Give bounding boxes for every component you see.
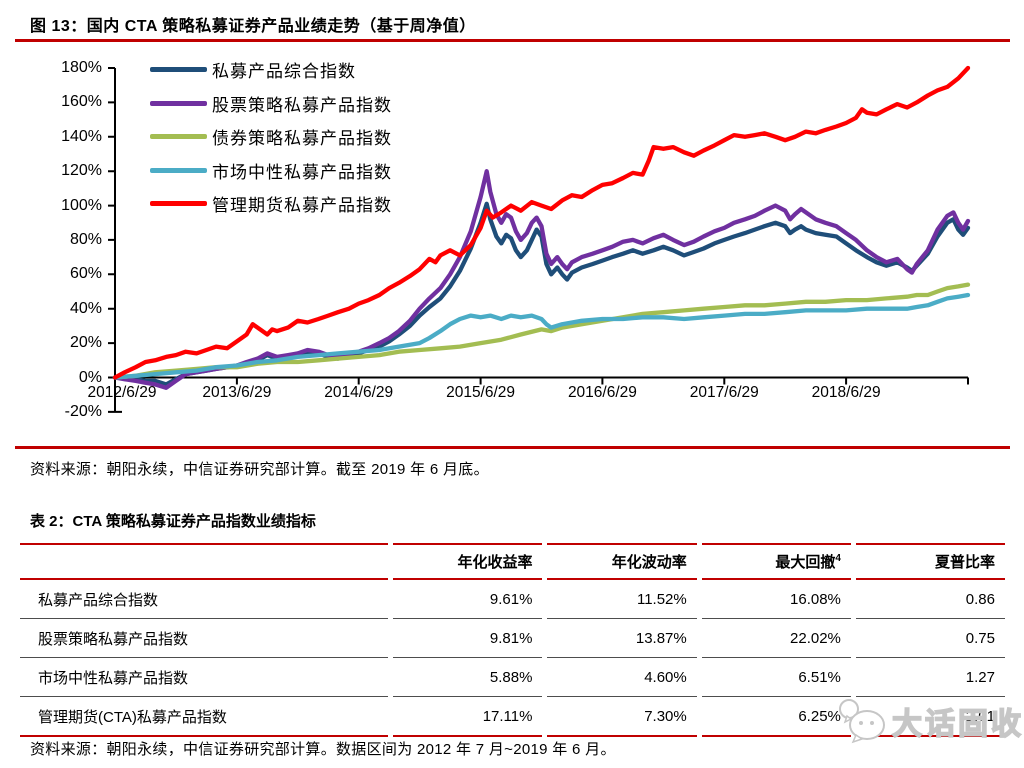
figure-title: 图 13：国内 CTA 策略私募证券产品业绩走势（基于周净值） <box>30 18 476 35</box>
chart-bottom-rule <box>15 446 1010 449</box>
legend-item-managed-futures: 管理期货私募产品指数 <box>150 187 392 221</box>
header-max-drawdown-text: 最大回撤 <box>775 554 836 571</box>
cell-sharpe: 0.75 <box>855 619 1005 658</box>
legend-label: 私募产品综合指数 <box>212 62 356 82</box>
legend-label: 管理期货私募产品指数 <box>212 196 392 216</box>
y-axis-label: -20% <box>64 402 102 420</box>
header-annual-volatility: 年化波动率 <box>547 543 697 580</box>
y-axis-label: 140% <box>61 127 102 145</box>
cell-annual-return: 9.61% <box>393 580 543 619</box>
x-axis-label: 2016/6/29 <box>567 384 637 401</box>
row-label: 股票策略私募产品指数 <box>20 619 389 658</box>
x-axis-label: 2014/6/29 <box>324 384 394 401</box>
legend-item-equity: 股票策略私募产品指数 <box>150 87 392 121</box>
x-axis-label: 2013/6/29 <box>202 384 272 401</box>
header-empty <box>20 543 389 580</box>
table-header-row: 年化收益率 年化波动率 最大回撤4 夏普比率 <box>20 543 1005 580</box>
legend-item-market-neutral: 市场中性私募产品指数 <box>150 154 392 188</box>
table-row: 私募产品综合指数 9.61% 11.52% 16.08% 0.86 <box>20 580 1005 619</box>
chart-canvas <box>108 65 971 413</box>
legend-label: 市场中性私募产品指数 <box>212 162 392 182</box>
legend-item-composite: 私募产品综合指数 <box>150 53 392 87</box>
cell-annual-return: 17.11% <box>393 697 543 737</box>
legend-label: 股票策略私募产品指数 <box>212 95 392 115</box>
series-line-market-neutral <box>112 292 971 380</box>
cell-annual-return: 9.81% <box>393 619 543 658</box>
market-neutral-line-swatch <box>150 167 207 173</box>
cell-sharpe: 2.01 <box>855 697 1005 737</box>
y-axis-label: 100% <box>61 196 102 214</box>
table-row: 市场中性私募产品指数 5.88% 4.60% 6.51% 1.27 <box>20 658 1005 697</box>
y-axis-label: 20% <box>69 334 102 352</box>
performance-metrics-table: 年化收益率 年化波动率 最大回撤4 夏普比率 私募产品综合指数 9.61% 11… <box>15 543 1010 737</box>
footnote-marker: 4 <box>835 553 841 564</box>
legend-label: 债券策略私募产品指数 <box>212 129 392 149</box>
chart-legend: 私募产品综合指数 股票策略私募产品指数 债券策略私募产品指数 市场中性私募产品指… <box>150 53 392 221</box>
wechat-icon <box>839 699 885 744</box>
y-axis-label: 120% <box>61 162 102 180</box>
x-axis-label: 2015/6/29 <box>446 384 516 401</box>
y-axis-label: 40% <box>69 299 102 317</box>
table-row: 股票策略私募产品指数 9.81% 13.87% 22.02% 0.75 <box>20 619 1005 658</box>
bond-line-swatch <box>150 134 207 140</box>
performance-chart: 私募产品综合指数 股票策略私募产品指数 债券策略私募产品指数 市场中性私募产品指… <box>61 53 971 420</box>
x-axis-label: 2017/6/29 <box>689 384 759 401</box>
y-axis-label: 180% <box>61 59 102 76</box>
cell-max-drawdown: 6.25% <box>701 697 851 737</box>
series-line-equity <box>112 169 971 390</box>
header-annual-return: 年化收益率 <box>393 543 543 580</box>
watermark: 大话固收 <box>836 698 1024 744</box>
cell-sharpe: 0.86 <box>855 580 1005 619</box>
x-axis-label: 2012/6/29 <box>87 384 157 401</box>
title-underline <box>15 39 1010 42</box>
cell-annual-volatility: 13.87% <box>547 619 697 658</box>
y-axis-label: 60% <box>69 265 102 283</box>
series-line-managed-futures <box>112 65 971 380</box>
cell-max-drawdown: 22.02% <box>701 619 851 658</box>
row-label: 私募产品综合指数 <box>20 580 389 619</box>
header-sharpe-ratio: 夏普比率 <box>855 543 1005 580</box>
table-title: 表 2：CTA 策略私募证券产品指数业绩指标 <box>30 513 316 530</box>
chart-axes <box>108 67 969 413</box>
managed-futures-line-swatch <box>150 201 207 207</box>
y-axis-label: 80% <box>69 230 102 248</box>
row-label: 市场中性私募产品指数 <box>20 658 389 697</box>
cell-max-drawdown: 16.08% <box>701 580 851 619</box>
y-axis-label: 0% <box>78 368 102 386</box>
x-axis-label: 2018/6/29 <box>811 384 881 401</box>
y-axis-label: 160% <box>61 93 102 111</box>
cell-max-drawdown: 6.51% <box>701 658 851 697</box>
watermark-text: 大话固收 <box>891 707 1024 742</box>
cell-annual-volatility: 7.30% <box>547 697 697 737</box>
cell-annual-volatility: 4.60% <box>547 658 697 697</box>
equity-line-swatch <box>150 100 207 106</box>
cell-annual-volatility: 11.52% <box>547 580 697 619</box>
header-max-drawdown: 最大回撤4 <box>701 543 851 580</box>
chart-source-note: 资料来源：朝阳永续，中信证券研究部计算。截至 2019 年 6 月底。 <box>30 461 489 478</box>
table-row: 管理期货(CTA)私募产品指数 17.11% 7.30% 6.25% 2.01 <box>20 697 1005 737</box>
table-source-note: 资料来源：朝阳永续，中信证券研究部计算。数据区间为 2012 年 7 月~201… <box>30 741 616 758</box>
cell-annual-return: 5.88% <box>393 658 543 697</box>
composite-line-swatch <box>150 67 207 73</box>
cell-sharpe: 1.27 <box>855 658 1005 697</box>
legend-item-bond: 债券策略私募产品指数 <box>150 120 392 154</box>
row-label: 管理期货(CTA)私募产品指数 <box>20 697 389 737</box>
